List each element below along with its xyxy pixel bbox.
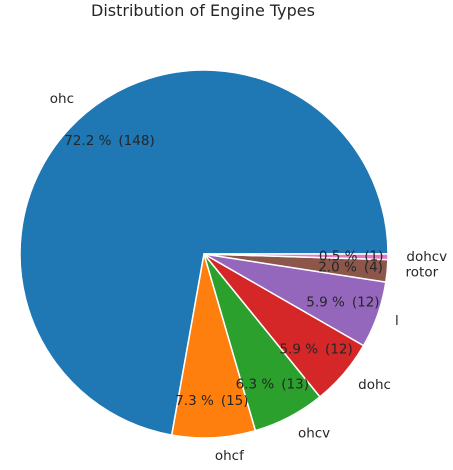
pie-labels: ohc 72.2 % (148) ohcf 7.3 % (15) ohcv 6.3 % (13)… <box>50 91 447 464</box>
slice-percent-ohcv: 6.3 % (13) <box>236 376 309 392</box>
slice-label-ohcf: ohcf <box>215 448 245 464</box>
slice-percent-rotor: 2.0 % (4) <box>318 260 383 276</box>
slice-count-value: (12) <box>352 295 380 311</box>
slice-percent-value: 2.0 % <box>318 260 357 276</box>
slice-percent-value: 5.9 % <box>279 341 318 357</box>
slice-percent-dohcv: 0.5 % (1) <box>319 248 384 264</box>
slice-percent-value: 7.3 % <box>175 393 214 409</box>
slice-count-value: (4) <box>364 260 383 276</box>
slice-percent-ohc: 72.2 % (148) <box>64 133 155 149</box>
slice-label-l: l <box>395 313 399 329</box>
slice-count-value: (12) <box>325 341 353 357</box>
slice-percent-value: 72.2 % <box>64 133 111 149</box>
slice-label-ohcv: ohcv <box>298 425 330 441</box>
slice-label-dohcv: dohcv <box>406 249 447 265</box>
pie-slice-ohc <box>19 69 389 436</box>
slice-label-dohc: dohc <box>358 377 391 393</box>
slice-percent-dohc: 5.9 % (12) <box>279 341 352 357</box>
slice-percent-ohcf: 7.3 % (15) <box>175 393 248 409</box>
slice-percent-value: 5.9 % <box>306 295 345 311</box>
slice-label-ohc: ohc <box>50 91 74 107</box>
slice-count-value: (1) <box>364 248 383 264</box>
slice-percent-value: 0.5 % <box>319 248 358 264</box>
slice-count-value: (148) <box>118 133 154 149</box>
chart-title: Distribution of Engine Types <box>91 1 315 20</box>
slice-count-value: (15) <box>221 393 249 409</box>
pie-slices <box>19 69 389 439</box>
slice-count-value: (13) <box>281 376 309 392</box>
slice-percent-l: 5.9 % (12) <box>306 295 379 311</box>
slice-percent-value: 6.3 % <box>236 376 275 392</box>
slice-label-rotor: rotor <box>406 265 439 281</box>
pie-slice-dohcv <box>203 253 389 261</box>
